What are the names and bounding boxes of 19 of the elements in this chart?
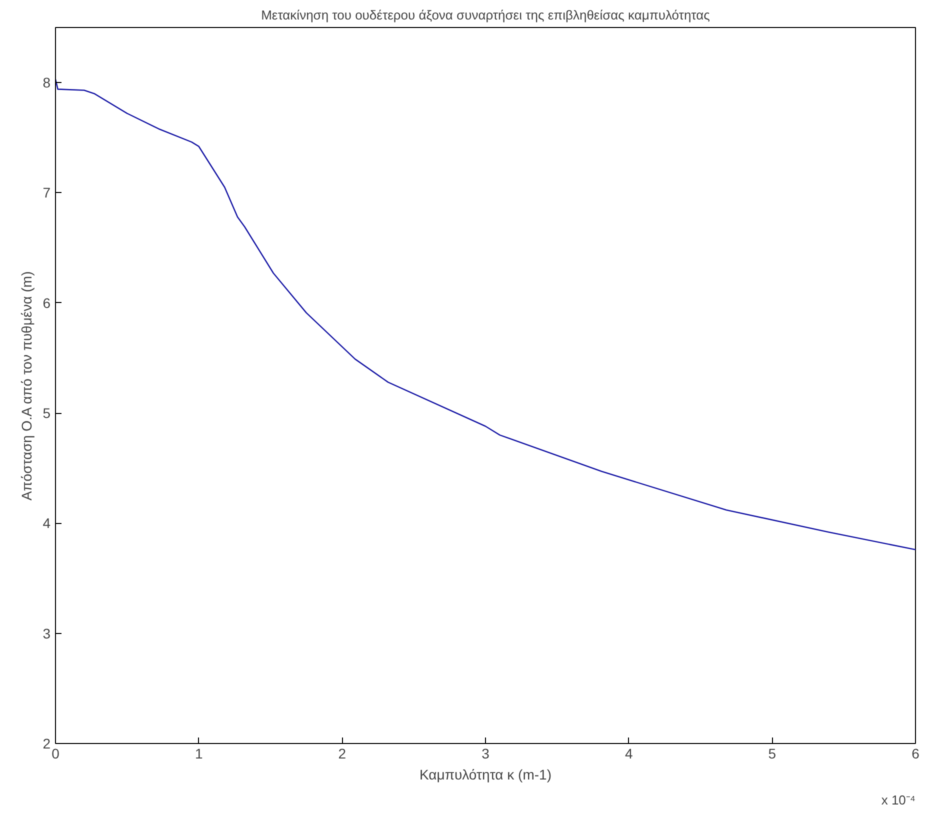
y-axis-title: Απόσταση Ο.Α από τον πυθμένα (m)	[18, 271, 35, 500]
y-tick-label: 5	[42, 405, 51, 422]
x-tick-label: 1	[194, 746, 203, 762]
x-tick-label: 2	[338, 746, 346, 762]
x-tick-label: 0	[52, 746, 60, 762]
y-tick-label: 6	[42, 294, 51, 311]
y-tick-label: 7	[42, 184, 51, 201]
line-series	[56, 78, 916, 550]
x-tick-label: 4	[624, 746, 633, 762]
y-tick-label: 4	[42, 515, 51, 532]
x-tick-label: 6	[912, 746, 920, 762]
x-tick-label: 3	[482, 746, 490, 762]
x-tick-label: 5	[768, 746, 776, 762]
y-tick-label: 3	[42, 625, 51, 642]
y-tick-label: 8	[42, 74, 51, 91]
chart-title: Μετακίνηση του ουδέτερου άξονα συναρτήσει της επιβληθείσας καμπυλότητας	[261, 8, 710, 22]
x-axis-title: Καμπυλότητα κ (m-1)	[420, 766, 552, 782]
text: x 10⁻⁴	[881, 792, 916, 808]
y-tick-label: 2	[42, 736, 51, 752]
